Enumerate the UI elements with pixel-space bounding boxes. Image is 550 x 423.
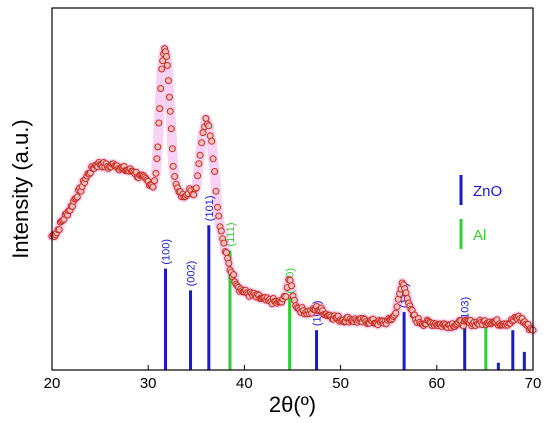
data-point (393, 303, 401, 311)
data-point (55, 226, 63, 233)
data-point (202, 115, 210, 122)
data-point (220, 239, 228, 247)
zno-hkl-label: (100) (161, 239, 173, 265)
data-point (225, 259, 233, 267)
data-point (282, 293, 290, 301)
data-point (215, 212, 223, 220)
x-axis-title: 2θ(º) (269, 392, 316, 417)
al-hkl-label: (111) (225, 222, 237, 246)
legend-label: Al (473, 227, 486, 244)
data-point (288, 282, 295, 290)
data-point (190, 191, 198, 199)
data-point (192, 184, 200, 192)
data-point (169, 162, 177, 170)
x-tick-label: 60 (428, 375, 445, 392)
data-point (154, 143, 162, 151)
data-point (166, 107, 174, 115)
data-point (230, 271, 238, 279)
data-point (152, 169, 160, 177)
data-point (392, 309, 400, 317)
data-point (168, 145, 176, 153)
legend-label: ZnO (473, 183, 502, 200)
data-point (73, 193, 81, 201)
x-tick-label: 30 (140, 375, 157, 392)
data-point (211, 168, 219, 175)
data-point (159, 57, 167, 65)
plot-frame (51, 7, 534, 371)
data-point (214, 203, 221, 211)
x-tick-label: 70 (525, 375, 542, 392)
data-point (217, 227, 225, 235)
reference-lines (164, 225, 526, 370)
data-point (155, 119, 163, 127)
y-axis-title: Intensity (a.u.) (8, 119, 33, 258)
data-point (163, 53, 170, 60)
data-point (205, 122, 213, 130)
data-point (157, 85, 165, 92)
data-point (196, 151, 204, 159)
data-point (402, 289, 410, 297)
data-point (165, 93, 173, 101)
data-point (163, 61, 171, 69)
data-point (194, 172, 202, 180)
data-point (164, 77, 172, 85)
data-point (167, 125, 175, 133)
data-point (209, 155, 217, 163)
data-point (171, 173, 179, 180)
x-tick-label: 20 (44, 375, 61, 392)
data-point (149, 183, 157, 191)
x-tick-label: 40 (236, 375, 253, 392)
data-point (195, 160, 203, 168)
x-axis-ticks: 20 30 40 50 60 70 (44, 365, 542, 392)
data-point (153, 155, 161, 163)
data-point (199, 129, 207, 137)
data-point (222, 249, 230, 257)
zno-hkl-label: (002) (186, 261, 198, 287)
data-point (151, 177, 158, 185)
data-point (198, 139, 206, 147)
data-point (212, 187, 220, 195)
data-point (156, 105, 164, 113)
legend: ZnO Al (459, 175, 502, 249)
x-tick-label: 50 (332, 375, 349, 392)
data-points (48, 45, 537, 334)
zno-hkl-label: (103) (460, 297, 472, 323)
data-point (208, 137, 216, 145)
data-point (158, 65, 166, 73)
zno-hkl-label: (101) (204, 196, 216, 222)
